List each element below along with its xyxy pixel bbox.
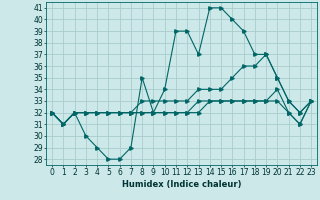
- X-axis label: Humidex (Indice chaleur): Humidex (Indice chaleur): [122, 180, 241, 189]
